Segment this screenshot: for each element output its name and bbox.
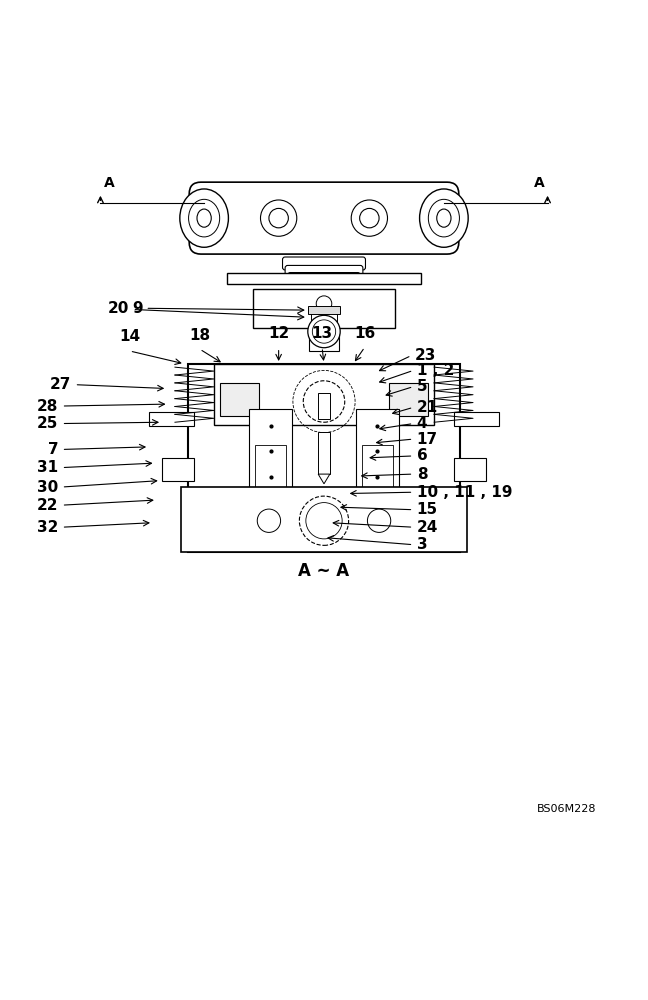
Ellipse shape [189,199,220,237]
Text: 31: 31 [37,460,58,475]
Text: 30: 30 [37,480,58,495]
Bar [454,412,499,426]
Bar [454,458,486,481]
Text: 15: 15 [417,502,438,517]
Text: BS06M228: BS06M228 [537,804,596,814]
Text: 25: 25 [37,416,58,431]
Text: 10 , 11 , 19: 10 , 11 , 19 [417,485,512,500]
Circle shape [306,503,342,539]
Ellipse shape [428,199,459,237]
Text: 32: 32 [37,520,58,535]
Circle shape [312,320,336,343]
Circle shape [351,200,388,236]
Text: 4: 4 [417,416,427,431]
Polygon shape [318,474,330,484]
Bar [309,328,338,351]
Bar [227,273,421,284]
Text: 14: 14 [119,329,140,344]
Bar [253,289,395,328]
Circle shape [360,208,379,228]
Text: 1 , 2: 1 , 2 [417,363,454,378]
Bar [311,309,337,322]
Text: A ~ A: A ~ A [299,562,349,580]
Text: 22: 22 [37,498,58,513]
Circle shape [299,496,349,545]
Text: 3: 3 [417,537,427,552]
FancyBboxPatch shape [288,273,360,283]
Ellipse shape [419,189,468,247]
Text: 24: 24 [417,520,438,535]
FancyBboxPatch shape [285,265,363,277]
Ellipse shape [179,189,229,247]
Bar [318,432,330,474]
Text: 23: 23 [415,348,436,363]
Circle shape [308,315,340,348]
Circle shape [367,509,391,532]
Bar [220,383,259,416]
Bar [362,445,393,490]
Circle shape [316,296,332,311]
Text: 7: 7 [48,442,58,457]
Ellipse shape [197,209,211,227]
Text: 21: 21 [417,400,438,415]
Circle shape [260,200,297,236]
Bar [389,383,428,416]
Text: 27: 27 [50,377,71,392]
Bar [188,364,460,552]
Bar [249,409,292,494]
Text: 5: 5 [417,379,427,394]
Bar [308,306,340,314]
Text: 9: 9 [132,301,304,316]
Circle shape [303,381,345,422]
Bar [162,458,194,481]
Text: 8: 8 [417,467,427,482]
Bar [214,364,434,425]
Circle shape [269,208,288,228]
Text: 16: 16 [354,326,375,341]
Text: 13: 13 [312,326,332,341]
Text: A: A [534,176,544,190]
Ellipse shape [437,209,451,227]
Text: A: A [104,176,114,190]
Bar [181,487,467,552]
Bar [255,445,286,490]
Text: 12: 12 [268,326,289,341]
Text: 28: 28 [37,399,58,414]
Circle shape [257,509,281,532]
FancyBboxPatch shape [189,182,459,254]
Text: 18: 18 [189,328,210,343]
Text: 6: 6 [417,448,428,463]
Text: 20: 20 [108,301,304,320]
Bar [356,409,399,494]
Text: 17: 17 [417,432,438,447]
FancyBboxPatch shape [283,257,365,270]
Bar [149,412,194,426]
Bar [318,393,330,419]
